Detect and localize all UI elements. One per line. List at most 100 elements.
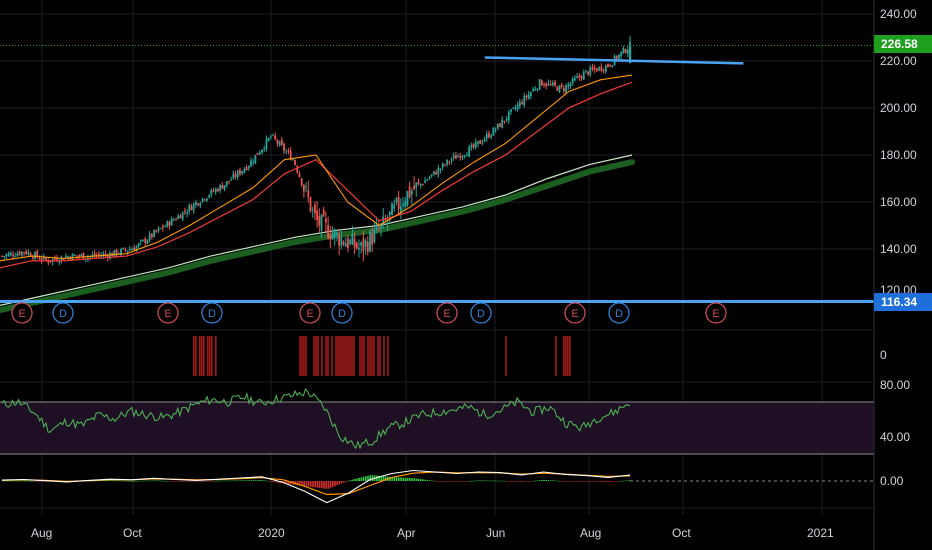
macd-histogram-bar: [30, 480, 33, 482]
volume-spike-bar: [335, 336, 337, 376]
macd-histogram-bar: [208, 481, 211, 482]
candle-body: [417, 181, 420, 185]
macd-histogram-bar: [470, 480, 473, 482]
macd-histogram-bar: [250, 480, 253, 481]
candle-body: [388, 211, 391, 216]
macd-histogram-bar: [380, 475, 382, 481]
last-price-tag-bg: [874, 35, 932, 53]
candle-body: [47, 260, 50, 263]
dividend-marker: D: [470, 302, 492, 324]
candle-body: [344, 243, 347, 247]
macd-histogram-bar: [457, 481, 459, 482]
macd-histogram-bar: [545, 479, 547, 481]
macd-histogram-bar: [435, 481, 437, 482]
ema-fast-line: [0, 74, 633, 262]
candle-body: [298, 173, 301, 177]
candle-body: [106, 255, 109, 258]
macd-histogram-bar: [171, 481, 173, 482]
volume-spike-bar: [373, 336, 375, 376]
candle-body: [611, 65, 614, 68]
candle-body: [318, 216, 321, 226]
macd-histogram-bar: [384, 476, 387, 481]
macd-histogram-bar: [17, 480, 19, 482]
volume-spike-bar: [351, 336, 353, 376]
macd-histogram-bar: [516, 481, 519, 482]
macd-histogram-bar: [39, 481, 41, 482]
candle-body: [525, 95, 528, 98]
ema-slow-line: [0, 81, 633, 269]
macd-histogram-bar: [398, 477, 400, 481]
dividend-marker-label: D: [615, 308, 623, 320]
candle-body: [16, 253, 19, 256]
macd-histogram-bar: [195, 481, 198, 482]
macd-histogram-bar: [400, 477, 402, 481]
macd-histogram-bar: [162, 480, 165, 482]
candle-body: [3, 256, 6, 258]
candle-body: [280, 139, 283, 145]
candle-body: [289, 150, 292, 161]
macd-histogram-bar: [37, 481, 39, 482]
candle-body: [243, 168, 246, 173]
candle-body: [197, 203, 200, 206]
macd-histogram-bar: [266, 480, 268, 482]
candle-body: [618, 54, 620, 59]
macd-histogram-bar: [345, 481, 347, 482]
macd-histogram-bar: [428, 480, 431, 481]
sma-200-heavy-line: [0, 159, 635, 314]
macd-histogram-bar: [257, 480, 259, 481]
candle-body: [516, 104, 519, 110]
macd-histogram-bar: [123, 480, 125, 482]
macd-histogram-bar: [127, 480, 129, 482]
candle-body: [172, 219, 175, 221]
candle-body: [93, 253, 96, 257]
candle-body: [483, 139, 486, 142]
macd-histogram-bar: [620, 480, 622, 482]
candle-body: [474, 141, 477, 148]
macd-histogram-bar: [145, 480, 147, 482]
earnings-marker-circle: [705, 302, 727, 324]
candle-body: [142, 239, 144, 241]
candle-body: [589, 67, 592, 75]
candle-body: [258, 152, 261, 155]
candle-body: [34, 252, 36, 259]
macd-histogram-bar: [268, 481, 270, 482]
volume-spike-bar: [343, 336, 345, 376]
volume-spike-bar: [345, 336, 347, 376]
macd-histogram-bar: [406, 477, 409, 481]
volume-spike-bar: [339, 336, 341, 376]
candle-body: [302, 184, 305, 192]
candle-body: [377, 228, 380, 230]
candle-body: [195, 202, 197, 206]
macd-histogram-bar: [534, 480, 536, 482]
candle-body: [472, 143, 475, 148]
macd-histogram-bar: [475, 480, 477, 482]
macd-histogram-bar: [136, 480, 138, 482]
macd-histogram-bar: [180, 481, 182, 482]
candle-body: [53, 257, 56, 260]
volume-spike-bar: [367, 336, 369, 376]
candle-body: [450, 159, 453, 161]
macd-histogram-bar: [508, 481, 510, 482]
volume-spike-bar: [349, 336, 351, 376]
candle-body: [585, 70, 587, 72]
candle-body: [294, 160, 296, 165]
candle-body: [296, 166, 299, 173]
candle-body: [214, 188, 217, 192]
candle-body: [221, 185, 224, 189]
macd-histogram-bar: [114, 480, 116, 482]
volume-spike-bar: [363, 336, 365, 376]
candle-body: [562, 88, 565, 92]
macd-histogram-bar: [182, 481, 184, 482]
candle-body: [355, 242, 358, 249]
candle-body: [536, 88, 539, 90]
macd-histogram-bar: [415, 478, 418, 481]
candle-body: [448, 161, 451, 163]
volume-spike-bar: [301, 336, 303, 376]
macd-histogram-bar: [175, 481, 178, 482]
candle-body: [274, 135, 277, 140]
macd-histogram-bar: [151, 480, 154, 482]
candle-body: [406, 191, 409, 205]
macd-histogram-bar: [477, 480, 479, 482]
macd-histogram-bar: [547, 480, 550, 481]
